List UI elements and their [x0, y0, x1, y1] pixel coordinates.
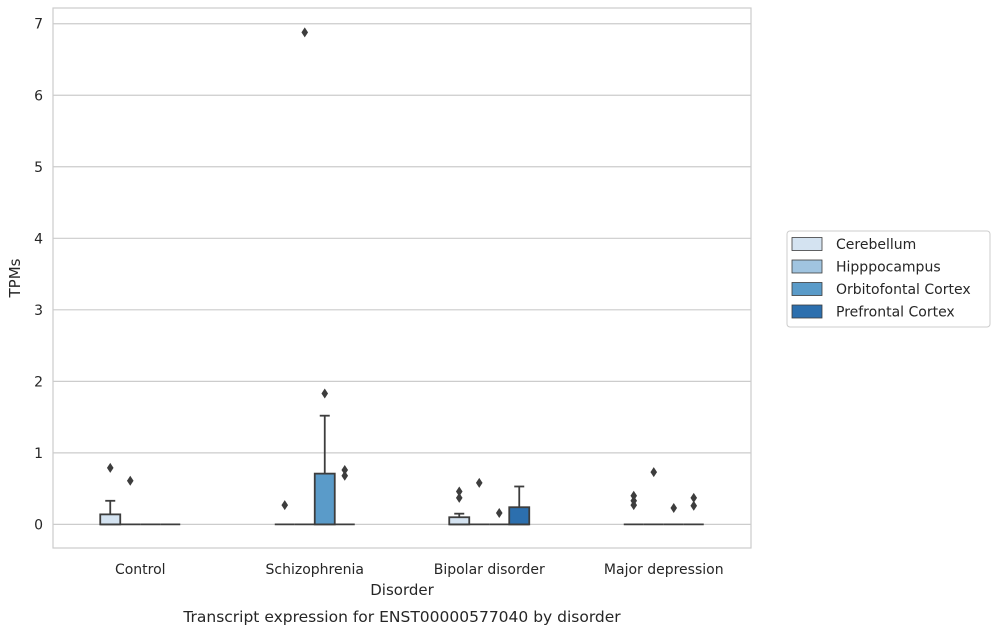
x-axis-title: Disorder	[370, 581, 434, 599]
legend-swatch	[791, 282, 823, 296]
outlier-point	[341, 465, 349, 476]
y-tick-label: 3	[34, 303, 43, 319]
box-group	[334, 465, 355, 526]
outlier-point	[690, 492, 698, 503]
outlier-point	[475, 477, 483, 488]
x-tick-label: Bipolar disorder	[434, 562, 545, 578]
box-group	[99, 462, 122, 526]
box	[99, 513, 122, 526]
box	[508, 506, 531, 526]
x-axis-ticks: Control Schizophrenia Bipolar disorder Majo…	[115, 562, 724, 578]
outlier-point	[630, 490, 638, 501]
box-group	[623, 490, 644, 526]
box-marks	[99, 27, 704, 526]
x-tick-label: Control	[115, 562, 166, 578]
outlier-point	[281, 500, 289, 511]
outlier-point	[670, 502, 678, 513]
plot-frame	[52, 7, 752, 549]
box-group	[313, 388, 336, 526]
outlier-point	[455, 486, 463, 497]
legend-label: Cerebellum	[836, 237, 916, 253]
outlier-point	[106, 462, 114, 473]
y-tick-label: 1	[34, 446, 43, 462]
outlier-point	[650, 467, 658, 478]
grid-lines	[53, 23, 751, 525]
outlier-point	[630, 495, 638, 506]
y-tick-label: 7	[34, 17, 43, 33]
legend-label: Prefrontal Cortex	[836, 305, 955, 321]
x-tick-label: Schizophrenia	[266, 562, 364, 578]
box-group	[294, 27, 315, 526]
legend-swatch	[791, 304, 823, 319]
y-tick-label: 0	[34, 517, 43, 533]
chart-caption: Transcript expression for ENST0000057704…	[182, 608, 621, 626]
box-group	[683, 492, 704, 526]
box-group	[469, 477, 490, 526]
box-group	[274, 500, 295, 526]
legend: Cerebellum Hipppocampus Orbitofontal Corte…	[786, 230, 991, 328]
box-group	[489, 507, 510, 526]
box	[448, 516, 471, 526]
outlier-point	[321, 388, 329, 399]
outlier-point	[455, 492, 463, 503]
box-group	[120, 475, 141, 526]
y-tick-label: 2	[34, 374, 43, 390]
outlier-point	[126, 475, 134, 486]
box-group	[448, 486, 471, 526]
legend-frame	[786, 230, 991, 328]
y-axis-title: TPMs	[6, 258, 24, 298]
y-tick-label: 5	[34, 160, 43, 176]
box-group	[663, 502, 684, 526]
box-group	[643, 467, 664, 526]
x-tick-label: Major depression	[604, 562, 724, 578]
y-axis-ticks: 0 1 2 3 4 5 6 7	[34, 17, 43, 534]
y-tick-label: 6	[34, 88, 43, 104]
outlier-point	[301, 27, 309, 38]
outlier-point	[495, 507, 503, 518]
outlier-point	[341, 470, 349, 481]
box	[313, 472, 336, 526]
y-tick-label: 4	[34, 231, 43, 247]
legend-label: Orbitofontal Cortex	[836, 282, 971, 298]
legend-swatch	[791, 237, 823, 251]
outlier-point	[690, 500, 698, 511]
box-group	[508, 485, 531, 526]
legend-swatch	[791, 259, 823, 274]
legend-label: Hipppocampus	[836, 260, 941, 276]
